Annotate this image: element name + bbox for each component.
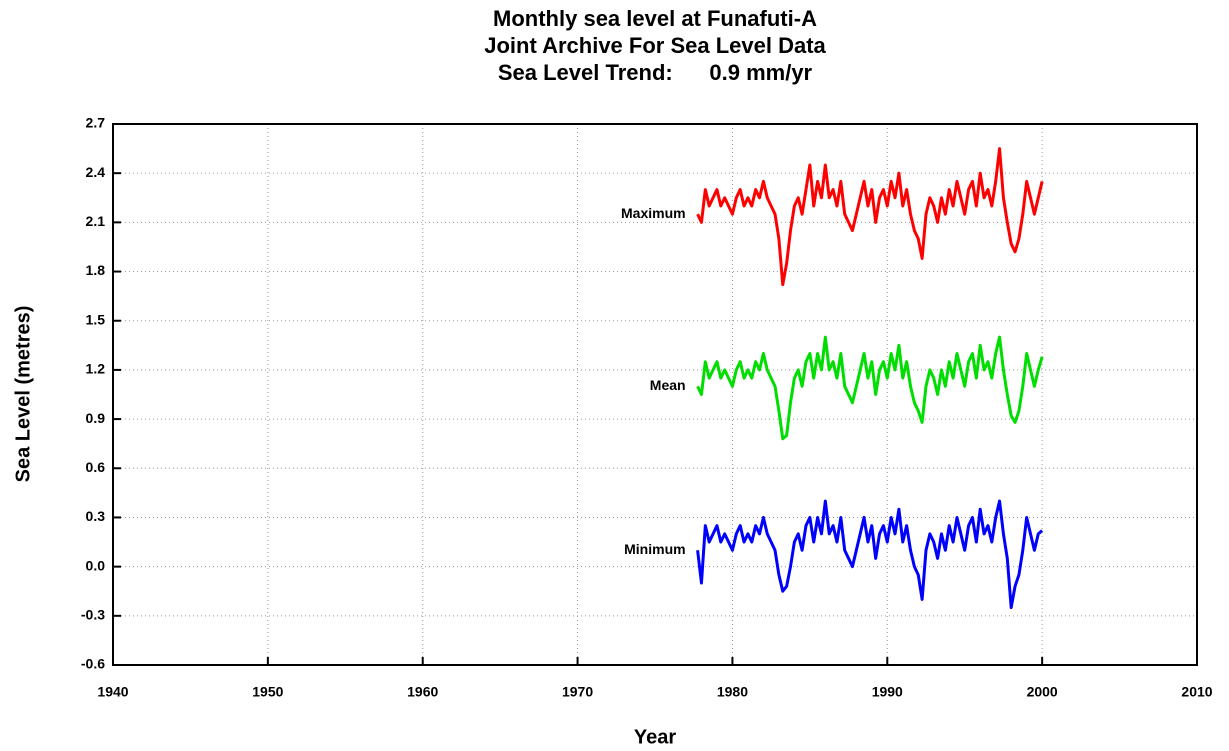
y-tick-label: 1.2	[86, 361, 106, 377]
series-line	[696, 499, 1044, 610]
x-tick-label: 1950	[252, 684, 283, 700]
series-label: Maximum	[621, 205, 686, 221]
x-axis-title: Year	[634, 726, 676, 748]
chart-title: Monthly sea level at Funafuti-A	[493, 6, 817, 31]
y-tick-label: 0.3	[86, 508, 106, 524]
y-tick-label: 2.7	[86, 115, 106, 131]
y-tick-label: 0.0	[86, 557, 106, 573]
y-tick-label: -0.6	[81, 656, 105, 672]
y-tick-label: 2.1	[86, 213, 106, 229]
series-line	[696, 147, 1044, 287]
y-tick-label: 1.5	[86, 311, 106, 327]
y-tick-label: -0.3	[81, 607, 105, 623]
series-line	[696, 335, 1044, 441]
plot-frame	[112, 123, 1198, 666]
x-tick-label: 1980	[717, 684, 748, 700]
y-tick-label: 1.8	[86, 262, 106, 278]
y-tick-label: 0.6	[86, 459, 106, 475]
x-tick-label: 1960	[407, 684, 438, 700]
x-tick-label: 2010	[1181, 684, 1212, 700]
y-axis-title: Sea Level (metres)	[12, 306, 34, 483]
series-label: Mean	[650, 377, 686, 393]
x-tick-label: 1990	[872, 684, 903, 700]
trend-annotation: Sea Level Trend: 0.9 mm/yr	[498, 60, 813, 85]
chart-subtitle: Joint Archive For Sea Level Data	[484, 33, 826, 58]
series-label: Minimum	[624, 541, 685, 557]
y-tick-label: 2.4	[86, 164, 106, 180]
y-tick-label: 0.9	[86, 410, 106, 426]
x-tick-label: 2000	[1027, 684, 1058, 700]
x-tick-label: 1970	[562, 684, 593, 700]
x-tick-label: 1940	[97, 684, 128, 700]
